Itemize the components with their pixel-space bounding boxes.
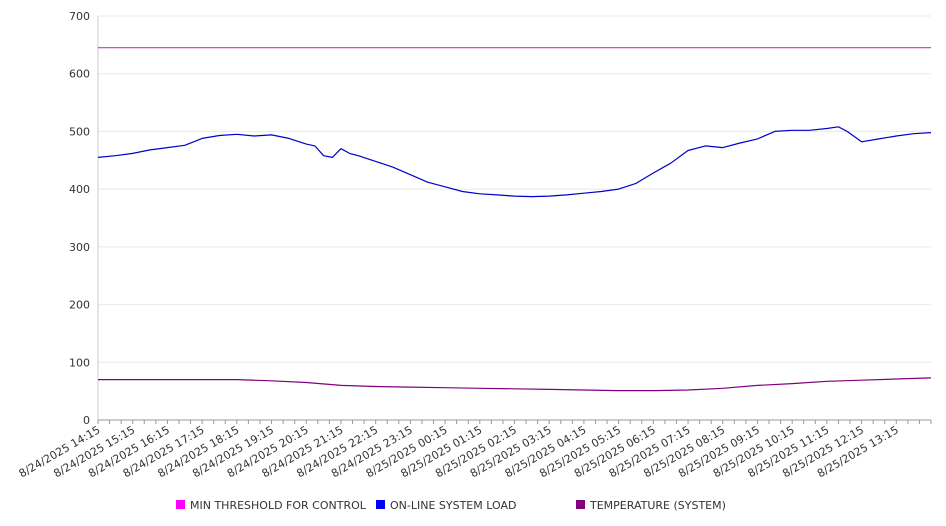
y-tick-label: 600	[69, 68, 90, 81]
y-tick-labels: 0 100 200 300 400 500 600 700	[69, 10, 90, 427]
x-tick-labels: 8/24/2025 14:158/24/2025 15:158/24/2025 …	[17, 420, 932, 480]
series-lines	[97, 47, 932, 392]
legend-swatch	[376, 500, 385, 509]
grid-lines	[98, 15, 931, 363]
y-tick-label: 0	[83, 414, 90, 427]
y-tick-label: 700	[69, 10, 90, 23]
y-tick-label: 300	[69, 241, 90, 254]
series-line-3	[98, 377, 932, 392]
series-line-2	[97, 126, 932, 198]
y-tick-label: 200	[69, 299, 90, 312]
y-tick-label: 100	[69, 356, 90, 369]
legend-label: MIN THRESHOLD FOR CONTROL	[190, 499, 367, 512]
legend-label: ON-LINE SYSTEM LOAD	[390, 499, 516, 512]
legend-label: TEMPERATURE (SYSTEM)	[589, 499, 726, 512]
y-tick-label: 400	[69, 183, 90, 196]
axes	[97, 16, 931, 421]
legend: MIN THRESHOLD FOR CONTROL ON-LINE SYSTEM …	[176, 499, 726, 512]
legend-swatch	[176, 500, 185, 509]
legend-swatch	[576, 500, 585, 509]
y-tick-label: 500	[69, 125, 90, 138]
